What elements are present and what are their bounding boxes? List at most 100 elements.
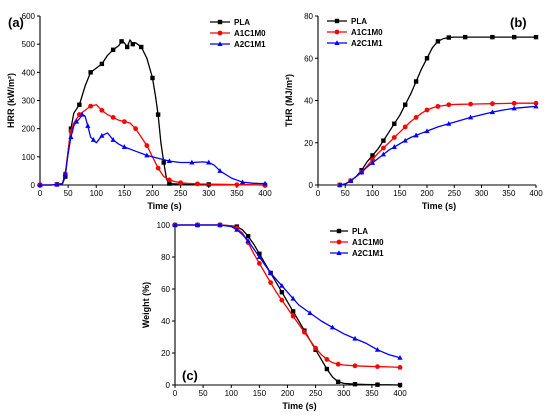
series-line — [175, 224, 401, 359]
data-point — [375, 364, 380, 369]
data-point — [446, 102, 452, 108]
data-point — [533, 34, 539, 40]
series-line — [175, 224, 401, 369]
series-PLA — [37, 39, 268, 188]
series-A1C1M0 — [337, 100, 539, 188]
data-point — [68, 126, 74, 131]
x-tick-label: 250 — [174, 189, 188, 198]
data-point — [155, 165, 161, 171]
data-point — [268, 280, 274, 285]
data-point — [121, 119, 127, 125]
data-point — [370, 157, 375, 163]
y-tick-label: 0 — [166, 381, 171, 390]
x-tick-label: 50 — [199, 389, 208, 398]
legend-label: A1C1M0 — [234, 29, 266, 38]
data-point — [324, 366, 330, 372]
y-tick-label: 80 — [304, 12, 313, 21]
data-point — [381, 145, 386, 151]
legend-label: PLA — [351, 17, 367, 26]
series-A2C1M1 — [37, 111, 268, 187]
data-point — [85, 123, 91, 128]
x-tick-label: 250 — [309, 389, 323, 398]
data-point — [155, 112, 161, 117]
x-tick-label: 300 — [337, 389, 351, 398]
data-point — [172, 222, 178, 227]
data-point — [402, 124, 408, 130]
data-point — [110, 47, 116, 52]
legend-marker — [217, 30, 223, 36]
x-tick-label: 300 — [475, 189, 489, 198]
data-point — [217, 222, 223, 227]
data-point — [239, 179, 246, 185]
legend-label: PLA — [234, 18, 250, 27]
data-point — [62, 170, 68, 176]
x-tick-label: 150 — [118, 189, 132, 198]
data-point — [234, 182, 240, 188]
data-point — [279, 290, 285, 295]
y-tick-label: 500 — [22, 40, 36, 49]
data-point — [468, 101, 473, 107]
data-point — [290, 295, 296, 301]
data-point — [195, 181, 200, 187]
data-point — [99, 61, 105, 67]
data-point — [489, 109, 495, 115]
data-point — [262, 180, 268, 186]
series-line — [339, 102, 536, 186]
data-point — [511, 100, 517, 106]
y-tick-label: 300 — [22, 97, 36, 106]
data-point — [424, 107, 430, 113]
data-point — [533, 103, 539, 109]
data-point — [144, 152, 150, 158]
legend-label: A1C1M0 — [352, 238, 384, 247]
data-point — [424, 128, 430, 134]
series-A1C1M0 — [37, 103, 268, 188]
y-axis-title: HRR (kW/m²) — [6, 73, 16, 128]
data-point — [352, 363, 358, 369]
legend-label: A2C1M1 — [234, 40, 266, 49]
x-tick-label: 200 — [420, 189, 434, 198]
data-point — [413, 132, 419, 138]
y-tick-label: 40 — [161, 317, 170, 326]
data-point — [511, 105, 517, 111]
data-point — [446, 35, 451, 40]
y-tick-label: 40 — [304, 97, 313, 106]
x-tick-label: 400 — [529, 189, 543, 198]
data-point — [490, 34, 495, 40]
legend-marker — [336, 250, 342, 255]
data-point — [403, 102, 408, 107]
data-point — [245, 238, 251, 243]
data-point — [139, 44, 144, 50]
y-tick-label: 100 — [22, 153, 36, 162]
x-tick-label: 200 — [281, 389, 295, 398]
data-point — [167, 181, 172, 186]
data-point — [381, 138, 386, 143]
data-point — [121, 144, 127, 149]
data-point — [391, 135, 397, 140]
x-tick-label: 0 — [316, 189, 321, 198]
y-tick-label: 100 — [157, 221, 171, 230]
legend-marker — [334, 29, 340, 35]
x-axis-title: Time (s) — [422, 201, 456, 211]
series-line — [40, 113, 266, 186]
x-tick-label: 200 — [146, 189, 160, 198]
y-tick-label: 80 — [161, 253, 170, 262]
data-point — [424, 56, 430, 61]
data-point — [468, 114, 474, 120]
x-tick-label: 350 — [230, 189, 244, 198]
legend-label: A1C1M0 — [351, 28, 383, 37]
data-point — [54, 181, 60, 187]
series-PLA — [172, 222, 403, 388]
series-A2C1M1 — [337, 103, 539, 187]
panel-label: (c) — [182, 368, 198, 383]
data-point — [392, 121, 397, 126]
data-point — [435, 104, 441, 109]
x-tick-label: 350 — [502, 189, 516, 198]
data-point — [37, 182, 43, 187]
data-point — [130, 41, 136, 47]
legend-marker — [217, 19, 223, 25]
y-tick-label: 60 — [304, 54, 313, 63]
y-tick-label: 60 — [161, 285, 170, 294]
data-point — [88, 103, 94, 109]
data-point — [256, 261, 262, 266]
data-point — [90, 137, 97, 142]
